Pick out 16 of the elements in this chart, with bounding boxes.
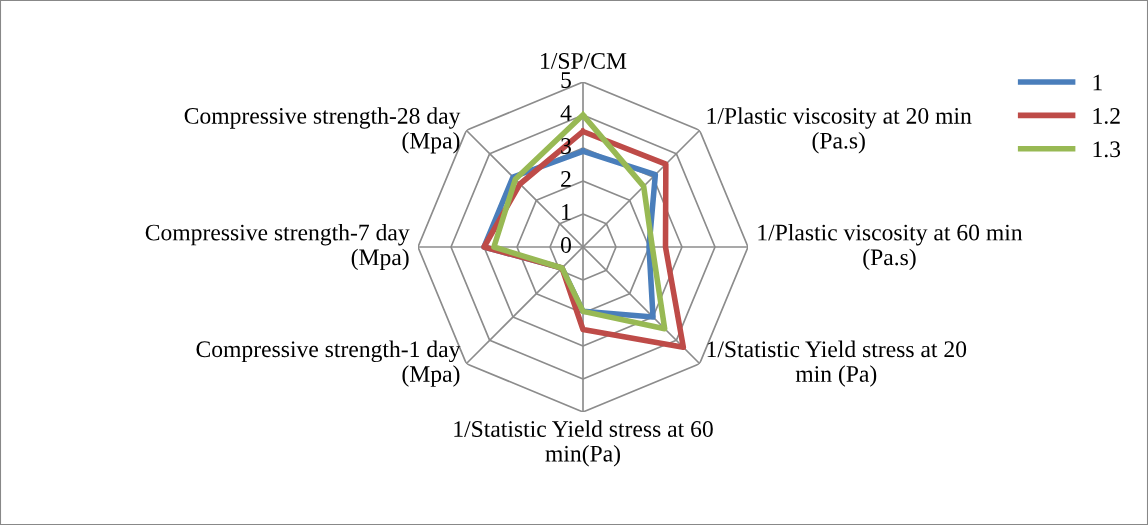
y-tick-label: 4 <box>560 105 572 121</box>
spoke-label: 1/Plastic viscosity at 60 min (Pa.s) <box>758 223 1023 271</box>
spoke-label: Compressive strength-7 day (Mpa) <box>145 223 410 271</box>
spoke-label: 1/SP/CM <box>541 53 627 69</box>
legend-label: 1.2 <box>1093 108 1120 124</box>
y-tick-label: 1 <box>562 204 571 220</box>
spoke-label: Compressive strength-28 day (Mpa) <box>184 107 461 154</box>
legend-label: 1 <box>1093 74 1102 91</box>
legend-label: 1.3 <box>1093 141 1121 158</box>
y-tick-label: 5 <box>561 72 571 88</box>
spoke-label: 1/Plastic viscosity at 20 min (Pa.s) <box>707 107 972 154</box>
y-tick-label: 2 <box>561 171 571 187</box>
spoke-label: Compressive strength-1 day (Mpa) <box>196 340 461 387</box>
y-tick-label: 0 <box>560 236 571 253</box>
spoke-label: 1/Statistic Yield stress at 60 min(Pa) <box>454 420 713 467</box>
spoke-label: 1/Statistic Yield stress at 20 min (Pa) <box>707 340 967 387</box>
